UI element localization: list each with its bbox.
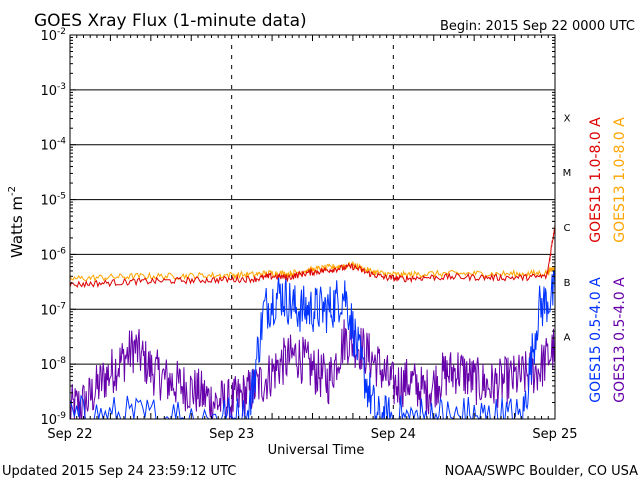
x-tick-label: Sep 24 — [371, 427, 416, 442]
y-tick-label: 10-3 — [40, 82, 66, 99]
flare-class-label: X — [564, 113, 571, 124]
y-tick-label: 10-6 — [40, 246, 66, 263]
begin-label: Begin: 2015 Sep 22 0000 UTC — [440, 19, 635, 34]
x-tick-label: Sep 25 — [532, 427, 577, 442]
legend-entry: GOES15 0.5-4.0 A — [588, 277, 604, 403]
x-axis: Sep 22 Sep 23 Sep 24 Sep 25 — [47, 35, 578, 442]
y-tick-label: 10-4 — [40, 137, 66, 154]
chart-title: GOES Xray Flux (1-minute data) — [34, 11, 307, 31]
y-tick-label: 10-2 — [40, 27, 66, 44]
flare-class-label: C — [564, 223, 571, 234]
x-axis-label: Universal Time — [268, 443, 365, 458]
y-tick-label: 10-7 — [40, 301, 66, 318]
y-tick-label: 10-9 — [40, 411, 66, 428]
flare-class-label: B — [564, 278, 571, 289]
flare-class-scale: X M C B A — [563, 113, 572, 343]
y-axis-label: Watts m-2 — [7, 186, 26, 258]
y-axis: 10-2 10-3 10-4 10-5 10-6 10-7 10-8 10-9 — [40, 27, 555, 428]
series-line-1 — [69, 261, 556, 283]
updated-timestamp: Updated 2015 Sep 24 23:59:12 UTC — [2, 464, 236, 479]
flare-class-label: A — [564, 333, 571, 344]
x-tick-label: Sep 23 — [209, 427, 254, 442]
flare-class-label: M — [563, 168, 572, 179]
credit-text: NOAA/SWPC Boulder, CO USA — [445, 464, 638, 479]
y-tick-label: 10-5 — [40, 192, 66, 209]
legend: GOES15 1.0-8.0 A GOES13 1.0-8.0 A GOES15 0… — [588, 117, 628, 403]
legend-entry: GOES15 1.0-8.0 A — [588, 117, 604, 243]
y-tick-label: 10-8 — [40, 356, 66, 373]
x-tick-label: Sep 22 — [47, 427, 92, 442]
legend-entry: GOES13 1.0-8.0 A — [612, 117, 628, 243]
series-line-3 — [69, 319, 556, 420]
legend-entry: GOES13 0.5-4.0 A — [612, 277, 628, 403]
series-line-0 — [69, 224, 556, 289]
